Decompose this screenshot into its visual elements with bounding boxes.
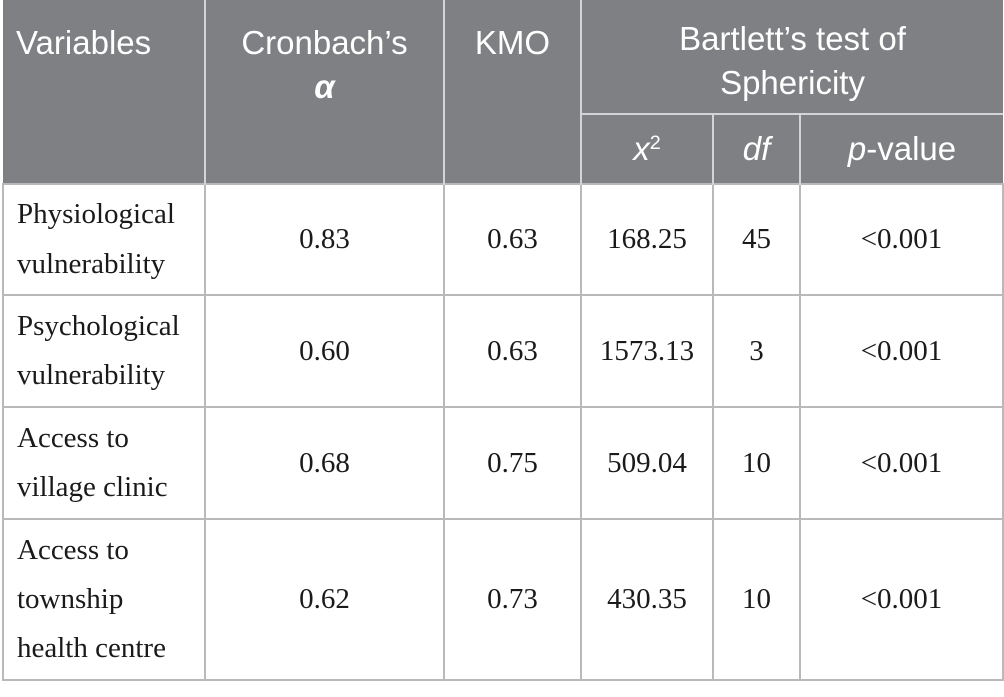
reliability-validity-table: Variables Cronbach’s α KMO Bartlett’s te… bbox=[2, 0, 1004, 681]
table-row-physiological-vulnerability: Physiological vulnerability 0.83 0.63 16… bbox=[2, 183, 1004, 296]
cell-df: 10 bbox=[712, 518, 801, 681]
cell-variable: Physiological vulnerability bbox=[2, 183, 206, 296]
cell-chi-squared: 168.25 bbox=[580, 183, 714, 296]
column-header-variables: Variables bbox=[3, 0, 206, 184]
cell-p-value: <0.001 bbox=[798, 183, 1004, 296]
table-row-psychological-vulnerability: Psychological vulnerability 0.60 0.63 15… bbox=[2, 294, 1004, 408]
cell-df: 10 bbox=[712, 406, 801, 520]
cell-variable: Access to village clinic bbox=[2, 406, 206, 520]
cell-kmo: 0.75 bbox=[443, 406, 582, 520]
header-row-sub: x2 df p-value bbox=[3, 113, 1004, 184]
chi-squared-exponent: 2 bbox=[649, 132, 661, 155]
column-header-p-value: p-value bbox=[798, 113, 1004, 184]
cell-cronbach-alpha: 0.60 bbox=[204, 294, 445, 408]
bartlett-label-line1: Bartlett’s test of bbox=[679, 20, 906, 57]
p-value-label-p: p bbox=[847, 130, 867, 168]
cell-cronbach-alpha: 0.83 bbox=[204, 183, 445, 296]
cell-cronbach-alpha: 0.62 bbox=[204, 518, 445, 681]
column-header-kmo: KMO bbox=[444, 0, 582, 184]
cell-variable: Psychological vulnerability bbox=[2, 294, 206, 408]
header-row-main: Variables Cronbach’s α KMO Bartlett’s te… bbox=[3, 0, 1004, 184]
cell-cronbach-alpha: 0.68 bbox=[204, 406, 445, 520]
cronbach-label-line1: Cronbach’s bbox=[241, 24, 408, 61]
cell-kmo: 0.63 bbox=[443, 183, 582, 296]
table-header: Variables Cronbach’s α KMO Bartlett’s te… bbox=[3, 0, 1004, 184]
table-row-access-township-health-centre: Access to township health centre 0.62 0.… bbox=[2, 518, 1004, 681]
cell-p-value: <0.001 bbox=[798, 518, 1004, 681]
cell-df: 45 bbox=[712, 183, 801, 296]
alpha-symbol: α bbox=[314, 67, 335, 105]
cell-p-value: <0.001 bbox=[798, 406, 1004, 520]
column-header-bartletts-test: Bartlett’s test of Sphericity bbox=[581, 0, 1004, 114]
cell-chi-squared: 509.04 bbox=[580, 406, 714, 520]
cell-p-value: <0.001 bbox=[798, 294, 1004, 408]
cell-variable: Access to township health centre bbox=[2, 518, 206, 681]
p-value-label-rest: -value bbox=[866, 130, 957, 168]
cell-chi-squared: 430.35 bbox=[580, 518, 714, 681]
cell-chi-squared: 1573.13 bbox=[580, 294, 714, 408]
column-header-cronbachs-alpha: Cronbach’s α bbox=[205, 0, 445, 184]
column-header-chi-squared: x2 bbox=[581, 113, 713, 184]
table-body: Physiological vulnerability 0.83 0.63 16… bbox=[2, 183, 1004, 681]
cell-kmo: 0.73 bbox=[443, 518, 582, 681]
df-label: df bbox=[742, 130, 771, 168]
table-row-access-village-clinic: Access to village clinic 0.68 0.75 509.0… bbox=[2, 406, 1004, 520]
column-header-df: df bbox=[712, 113, 800, 184]
cell-kmo: 0.63 bbox=[443, 294, 582, 408]
chi-squared-base: x bbox=[633, 130, 650, 168]
bartlett-label-line2: Sphericity bbox=[720, 63, 865, 101]
cell-df: 3 bbox=[712, 294, 801, 408]
